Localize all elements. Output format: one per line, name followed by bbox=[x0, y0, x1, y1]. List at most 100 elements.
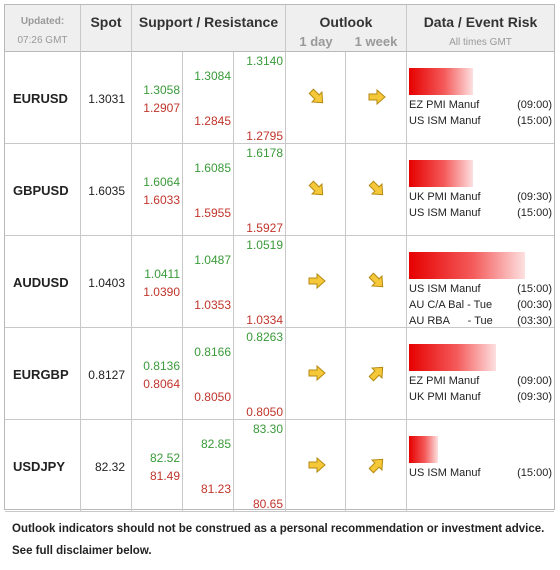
outlook-1week-arrow-icon bbox=[367, 87, 387, 107]
resistance-2: 81.23 bbox=[200, 482, 231, 496]
events-cell: US ISM Manuf (15:00) bbox=[407, 420, 554, 511]
spot-cell: 1.3031 bbox=[81, 52, 132, 143]
outlook-1day-header: 1 day bbox=[299, 34, 333, 49]
event-name: US ISM Manuf bbox=[409, 283, 481, 295]
event-name: EZ PMI Manuf bbox=[409, 375, 480, 387]
outlook-1week-cell bbox=[346, 420, 407, 511]
event-risk-bar bbox=[409, 344, 496, 371]
event-name: UK PMI Manuf bbox=[409, 191, 481, 203]
events-cell: EZ PMI Manuf (09:00) US ISM Manuf (15:00) bbox=[407, 52, 554, 143]
event-risk-bar bbox=[409, 160, 473, 187]
level-3-cell: 1.3140 1.2795 bbox=[234, 52, 286, 143]
level-1-cell: 1.6064 1.6033 bbox=[132, 144, 183, 235]
updated-label: Updated: bbox=[20, 16, 65, 27]
resistance-2: 0.8050 bbox=[194, 390, 231, 404]
resistance-1: 1.2907 bbox=[143, 101, 180, 115]
event-name: EZ PMI Manuf bbox=[409, 99, 480, 111]
support-3: 1.0519 bbox=[246, 238, 283, 252]
header-spot: Spot bbox=[81, 5, 132, 52]
event-time: (09:00) bbox=[517, 375, 552, 387]
outlook-1week-cell bbox=[346, 52, 407, 143]
event-time: (03:30) bbox=[517, 315, 552, 327]
event-name: US ISM Manuf bbox=[409, 207, 481, 219]
pair-name: GBPUSD bbox=[13, 183, 69, 198]
header-outlook: Outlook 1 day 1 week bbox=[286, 5, 407, 52]
support-1: 1.3058 bbox=[143, 83, 180, 97]
level-2-cell: 1.6085 1.5955 bbox=[183, 144, 234, 235]
level-2-cell: 0.8166 0.8050 bbox=[183, 328, 234, 419]
table-row: GBPUSD 1.6035 1.6064 1.6033 1.6085 1.5955 1.61… bbox=[5, 144, 554, 236]
pair-name: EURGBP bbox=[13, 367, 69, 382]
outlook-1day-arrow-icon bbox=[307, 271, 327, 291]
sr-header: Support / Resistance bbox=[138, 14, 279, 30]
support-2: 1.0487 bbox=[194, 253, 231, 267]
event-time: (15:00) bbox=[517, 115, 552, 127]
level-3-cell: 1.6178 1.5927 bbox=[234, 144, 286, 235]
disclaimer-line-2: See full disclaimer below. bbox=[12, 545, 152, 557]
resistance-1: 0.8064 bbox=[143, 377, 180, 391]
event-time: (00:30) bbox=[517, 299, 552, 311]
pair-name: EURUSD bbox=[13, 91, 68, 106]
outlook-1day-cell bbox=[286, 420, 346, 511]
level-3-cell: 1.0519 1.0334 bbox=[234, 236, 286, 327]
support-1: 1.0411 bbox=[144, 267, 180, 281]
support-3: 83.30 bbox=[252, 422, 283, 436]
events-cell: US ISM Manuf (15:00) AU C/A Bal - Tue (00:3… bbox=[407, 236, 554, 327]
resistance-3: 1.2795 bbox=[246, 129, 283, 143]
outlook-header: Outlook bbox=[319, 14, 373, 30]
resistance-2: 1.5955 bbox=[194, 206, 231, 220]
spot-price: 1.0403 bbox=[88, 276, 125, 290]
table-row: EURGBP 0.8127 0.8136 0.8064 0.8166 0.8050 0.82… bbox=[5, 328, 554, 420]
outlook-1week-arrow-icon bbox=[367, 179, 387, 199]
support-1: 0.8136 bbox=[143, 359, 180, 373]
outlook-1week-cell bbox=[346, 328, 407, 419]
header-support-resistance: Support / Resistance bbox=[132, 5, 286, 52]
level-3-cell: 83.30 80.65 bbox=[234, 420, 286, 511]
resistance-2: 1.0353 bbox=[194, 298, 231, 312]
support-2: 1.3084 bbox=[194, 69, 231, 83]
outlook-1day-arrow-icon bbox=[307, 87, 327, 107]
outlook-1week-cell bbox=[346, 144, 407, 235]
event-name: AU C/A Bal - Tue bbox=[409, 299, 493, 311]
pair-cell: AUDUSD bbox=[5, 236, 81, 327]
level-1-cell: 0.8136 0.8064 bbox=[132, 328, 183, 419]
pair-cell: EURUSD bbox=[5, 52, 81, 143]
event-name: AU RBA - Tue bbox=[409, 315, 493, 327]
pair-name: AUDUSD bbox=[13, 275, 69, 290]
events-header: Data / Event Risk bbox=[423, 14, 538, 30]
header-events: Data / Event Risk All times GMT bbox=[407, 5, 554, 52]
spot-cell: 0.8127 bbox=[81, 328, 132, 419]
outlook-1day-cell bbox=[286, 236, 346, 327]
support-1: 82.52 bbox=[149, 451, 180, 465]
event-risk-bar bbox=[409, 252, 525, 279]
fx-outlook-table: Updated: 07:26 GMT Spot Support / Resist… bbox=[4, 4, 555, 512]
level-3-cell: 0.8263 0.8050 bbox=[234, 328, 286, 419]
support-2: 82.85 bbox=[200, 437, 231, 451]
support-3: 1.3140 bbox=[246, 54, 283, 68]
event-time: (15:00) bbox=[517, 207, 552, 219]
event-name: US ISM Manuf bbox=[409, 467, 481, 479]
pair-cell: EURGBP bbox=[5, 328, 81, 419]
outlook-1day-cell bbox=[286, 144, 346, 235]
disclaimer: Outlook indicators should not be constru… bbox=[12, 518, 552, 562]
spot-price: 1.3031 bbox=[88, 92, 125, 106]
resistance-3: 0.8050 bbox=[246, 405, 283, 419]
level-2-cell: 82.85 81.23 bbox=[183, 420, 234, 511]
level-1-cell: 82.52 81.49 bbox=[132, 420, 183, 511]
outlook-1week-arrow-icon bbox=[367, 363, 387, 383]
disclaimer-line-1: Outlook indicators should not be constru… bbox=[12, 523, 545, 535]
table-row: USDJPY 82.32 82.52 81.49 82.85 81.23 83.30 80.6… bbox=[5, 420, 554, 512]
table-row: AUDUSD 1.0403 1.0411 1.0390 1.0487 1.0353 1.05… bbox=[5, 236, 554, 328]
spot-price: 1.6035 bbox=[88, 184, 125, 198]
resistance-1: 1.0390 bbox=[143, 285, 180, 299]
outlook-1week-header: 1 week bbox=[354, 34, 398, 49]
pair-name: USDJPY bbox=[13, 459, 66, 474]
level-1-cell: 1.0411 1.0390 bbox=[132, 236, 183, 327]
event-name: UK PMI Manuf bbox=[409, 391, 481, 403]
spot-header: Spot bbox=[90, 14, 122, 30]
event-time: (09:30) bbox=[517, 191, 552, 203]
spot-cell: 1.6035 bbox=[81, 144, 132, 235]
pair-cell: GBPUSD bbox=[5, 144, 81, 235]
table-row: EURUSD 1.3031 1.3058 1.2907 1.3084 1.2845 1.31… bbox=[5, 52, 554, 144]
support-3: 0.8263 bbox=[246, 330, 283, 344]
